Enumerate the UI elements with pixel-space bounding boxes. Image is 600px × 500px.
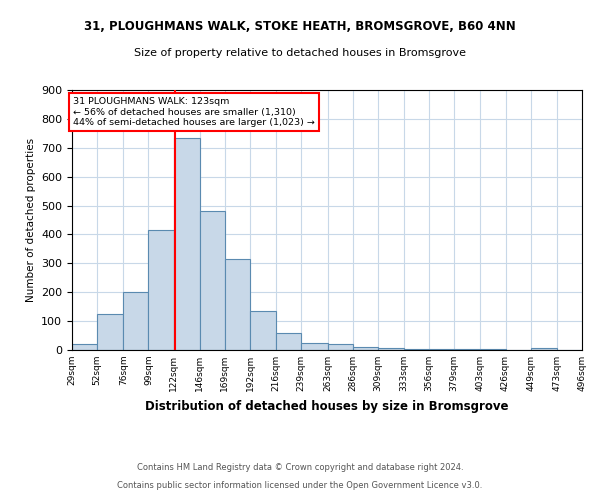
Bar [200, 212, 225, 350]
Bar [404, 348, 429, 350]
Text: Contains public sector information licensed under the Open Government Licence v3: Contains public sector information licen… [118, 481, 482, 490]
Bar [276, 332, 301, 350]
Text: Size of property relative to detached houses in Bromsgrove: Size of property relative to detached ho… [134, 48, 466, 58]
Bar [72, 344, 97, 350]
Bar [97, 314, 124, 350]
Y-axis label: Number of detached properties: Number of detached properties [26, 138, 35, 302]
Bar [124, 292, 148, 350]
Text: Contains HM Land Registry data © Crown copyright and database right 2024.: Contains HM Land Registry data © Crown c… [137, 464, 463, 472]
Text: 31 PLOUGHMANS WALK: 123sqm
← 56% of detached houses are smaller (1,310)
44% of s: 31 PLOUGHMANS WALK: 123sqm ← 56% of deta… [73, 97, 315, 127]
Bar [225, 259, 250, 350]
Text: 31, PLOUGHMANS WALK, STOKE HEATH, BROMSGROVE, B60 4NN: 31, PLOUGHMANS WALK, STOKE HEATH, BROMSG… [84, 20, 516, 33]
Bar [530, 348, 557, 350]
Bar [378, 348, 404, 350]
Bar [454, 349, 481, 350]
Bar [301, 343, 328, 350]
Bar [429, 348, 454, 350]
X-axis label: Distribution of detached houses by size in Bromsgrove: Distribution of detached houses by size … [145, 400, 509, 412]
Bar [250, 311, 276, 350]
Bar [328, 344, 353, 350]
Bar [173, 138, 200, 350]
Bar [148, 230, 173, 350]
Bar [353, 347, 378, 350]
